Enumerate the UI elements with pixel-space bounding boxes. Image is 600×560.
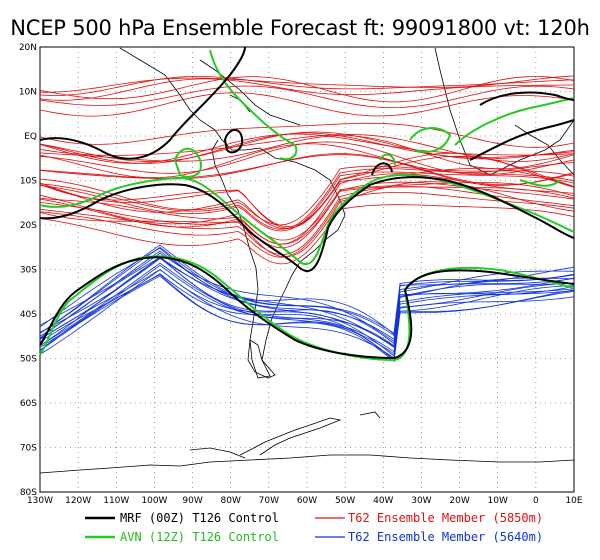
legend-label-avn: AVN (12Z) T126 Control — [120, 530, 279, 544]
lat-tick-label: EQ — [24, 132, 37, 142]
lon-tick-label: 70W — [259, 496, 279, 506]
ensemble-5850m-contour — [39, 143, 575, 179]
avn-control-contours — [39, 49, 575, 362]
ensemble-5850m-contour — [39, 85, 575, 108]
ensemble-5850m-contour — [39, 168, 575, 230]
ensemble-5850m-contour — [39, 181, 575, 249]
longitude-labels: 130W 120W 110W 100W 90W 80W 70W 60W 50W 40W 30W 20W… — [27, 496, 583, 506]
lon-tick-label: 90W — [182, 496, 202, 506]
lon-tick-label: 50W — [335, 496, 355, 506]
lon-tick-label: 110W — [103, 496, 129, 506]
ensemble-5640m-contour — [39, 264, 575, 355]
ensemble-5850m-contour — [39, 165, 575, 226]
ensemble-5850m-contour — [39, 78, 574, 101]
ensemble-5850m-contour — [39, 204, 575, 265]
ensemble-5850m-contour — [39, 171, 575, 232]
lat-tick-label: 70S — [20, 444, 37, 454]
lon-tick-label: 10W — [488, 496, 508, 506]
ensemble-5850m-contour — [39, 141, 575, 176]
lon-tick-label: 100W — [141, 496, 167, 506]
lon-tick-label: 80W — [221, 496, 241, 506]
lon-tick-label: 0 — [533, 496, 539, 506]
ensemble-5850m-contour — [39, 122, 575, 148]
legend: MRF (00Z) T126 Control AVN (12Z) T126 Co… — [85, 511, 543, 544]
ensemble-5850m-contour — [39, 76, 575, 103]
lon-tick-label: 20W — [449, 496, 469, 506]
ensemble-5640m-contour — [39, 269, 575, 359]
ensemble-5640m-contour — [39, 256, 575, 347]
ensemble-5850m-contour — [39, 132, 575, 164]
ensemble-5640m-contour — [39, 262, 575, 353]
lon-tick-label: 120W — [65, 496, 91, 506]
lat-tick-label: 10S — [20, 177, 37, 187]
ensemble-5640m-contour — [39, 252, 575, 343]
lat-tick-label: 80S — [20, 488, 37, 498]
lon-tick-label: 10E — [565, 496, 582, 506]
lon-tick-label: 60W — [297, 496, 317, 506]
lon-tick-label: 40W — [373, 496, 393, 506]
ensemble-5850m-contour — [39, 153, 575, 186]
ensemble-5850m-contour — [39, 133, 575, 164]
ensemble-5850m-contour — [39, 92, 575, 117]
ensemble-5850m-contour — [39, 181, 575, 258]
ensemble-5640m-contour — [39, 257, 575, 347]
lat-tick-label: 20N — [19, 43, 37, 53]
lat-tick-label: 10N — [19, 88, 37, 98]
ensemble-5640m-contour — [39, 244, 575, 334]
ensemble-5850m-contour — [39, 75, 575, 93]
graticule — [40, 47, 574, 492]
ensemble-5640m-contour — [39, 275, 575, 363]
mrf-control-contours — [39, 46, 575, 360]
lon-tick-label: 30W — [411, 496, 431, 506]
lat-tick-label: 40S — [20, 310, 37, 320]
legend-label-red: T62 Ensemble Member (5850m) — [348, 511, 543, 525]
map-title: NCEP 500 hPa Ensemble Forecast ft: 99091… — [10, 16, 590, 40]
latitude-labels: 20N 10N EQ 10S 20S 30S 40S 50S 60S 70S 80S — [19, 43, 37, 498]
ensemble-5640m-contour — [39, 257, 575, 345]
ensemble-5850m-contour — [39, 186, 575, 245]
lat-tick-label: 30S — [20, 266, 37, 276]
legend-label-mrf: MRF (00Z) T126 Control — [120, 511, 279, 525]
ensemble-5640m-contour — [39, 246, 575, 337]
ensemble-5850m-contours — [39, 75, 575, 265]
coastlines — [39, 47, 575, 474]
lon-tick-label: 130W — [27, 496, 53, 506]
ensemble-5850m-contour — [39, 131, 575, 162]
ensemble-5850m-contour — [39, 192, 575, 258]
ensemble-5850m-contour — [39, 76, 575, 96]
ensemble-5850m-contour — [39, 154, 575, 186]
lat-tick-label: 60S — [20, 399, 37, 409]
ensemble-5640m-contour — [39, 247, 575, 335]
legend-label-blue: T62 Ensemble Member (5640m) — [348, 530, 543, 544]
lat-tick-label: 20S — [20, 221, 37, 231]
lat-tick-label: 50S — [20, 355, 37, 365]
ensemble-5640m-contours — [39, 244, 575, 363]
